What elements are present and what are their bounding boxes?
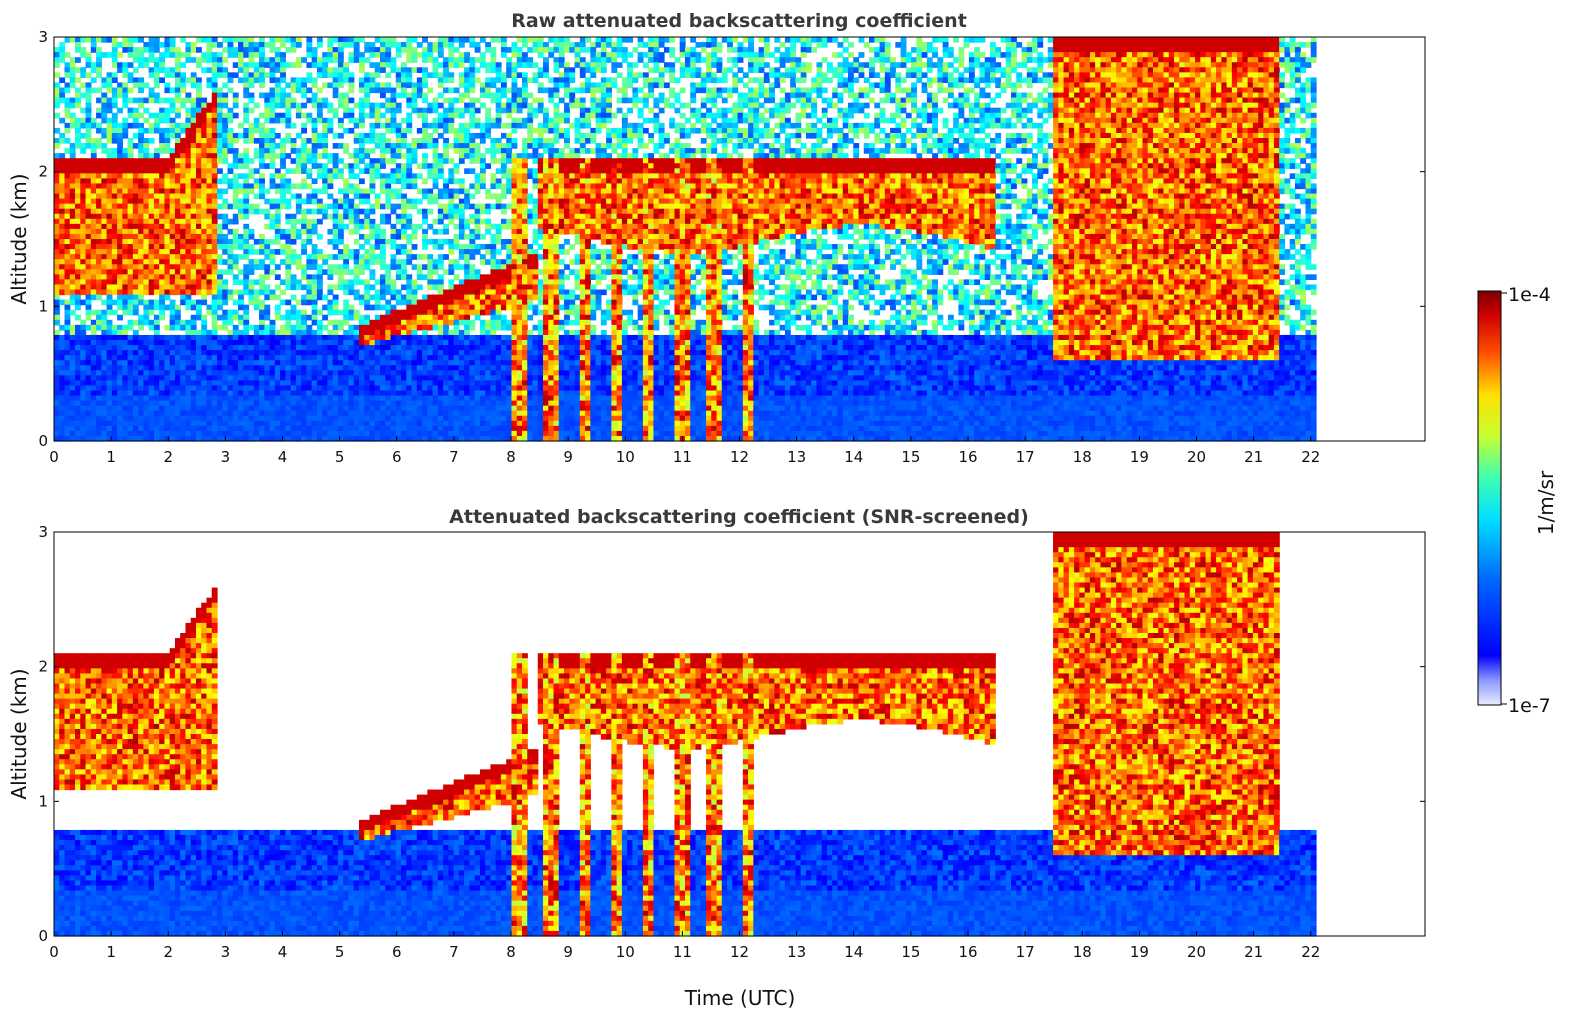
x-tick-label: 17 xyxy=(1016,448,1035,466)
x-tick-label: 9 xyxy=(563,448,573,466)
x-tick-label: 12 xyxy=(730,448,749,466)
x-tick-label: 13 xyxy=(787,448,806,466)
x-tick-label: 13 xyxy=(787,943,806,961)
x-tick-label: 10 xyxy=(616,448,635,466)
colorbar: 1e-4 1e-7 1/m/sr xyxy=(1478,284,1558,717)
x-tick-label: 5 xyxy=(335,943,345,961)
x-tick-label: 15 xyxy=(901,943,920,961)
panel2-y-axis-label: Altitude (km) xyxy=(7,668,31,799)
colorbar-max-label: 1e-4 xyxy=(1508,284,1551,306)
colorbar-gradient xyxy=(1478,291,1501,705)
x-tick-label: 1 xyxy=(106,943,116,961)
x-tick-label: 18 xyxy=(1073,943,1092,961)
x-tick-label: 0 xyxy=(49,943,59,961)
y-tick-label: 3 xyxy=(38,523,48,541)
x-tick-label: 4 xyxy=(278,448,288,466)
x-tick-label: 2 xyxy=(163,448,173,466)
x-tick-label: 20 xyxy=(1187,448,1206,466)
x-tick-label: 11 xyxy=(673,448,692,466)
x-tick-label: 8 xyxy=(506,943,516,961)
x-tick-label: 21 xyxy=(1244,943,1263,961)
x-tick-label: 20 xyxy=(1187,943,1206,961)
x-axis-label: Time (UTC) xyxy=(684,986,796,1010)
x-tick-label: 1 xyxy=(106,448,116,466)
x-tick-label: 3 xyxy=(221,448,231,466)
panel2-heatmap-image xyxy=(54,532,1317,937)
y-tick-label: 3 xyxy=(38,28,48,46)
x-tick-label: 5 xyxy=(335,448,345,466)
y-tick-label: 1 xyxy=(38,297,48,315)
x-tick-label: 3 xyxy=(221,943,231,961)
x-tick-label: 6 xyxy=(392,448,402,466)
x-tick-label: 4 xyxy=(278,943,288,961)
x-tick-label: 18 xyxy=(1073,448,1092,466)
y-tick-label: 0 xyxy=(38,927,48,945)
y-tick-label: 0 xyxy=(38,432,48,450)
x-tick-label: 14 xyxy=(844,943,863,961)
colorbar-min-label: 1e-7 xyxy=(1508,695,1551,717)
x-tick-label: 12 xyxy=(730,943,749,961)
x-tick-label: 2 xyxy=(163,943,173,961)
x-tick-label: 8 xyxy=(506,448,516,466)
panel1-heatmap-image xyxy=(54,37,1317,442)
x-tick-label: 15 xyxy=(901,448,920,466)
x-tick-label: 10 xyxy=(616,943,635,961)
x-tick-label: 6 xyxy=(392,943,402,961)
x-tick-label: 19 xyxy=(1130,448,1149,466)
panel1-y-axis-label: Altitude (km) xyxy=(7,173,31,304)
panel1-title: Raw attenuated backscattering coefficien… xyxy=(511,10,967,32)
raw-backscatter-panel: Raw attenuated backscattering coefficien… xyxy=(7,10,1425,466)
x-tick-label: 0 xyxy=(49,448,59,466)
x-tick-label: 21 xyxy=(1244,448,1263,466)
x-tick-label: 19 xyxy=(1130,943,1149,961)
y-tick-label: 2 xyxy=(38,658,48,676)
x-tick-label: 7 xyxy=(449,448,459,466)
colorbar-label: 1/m/sr xyxy=(1534,470,1558,535)
x-tick-label: 7 xyxy=(449,943,459,961)
x-tick-label: 16 xyxy=(958,943,977,961)
x-tick-label: 11 xyxy=(673,943,692,961)
panel2-title: Attenuated backscattering coefficient (S… xyxy=(449,506,1029,528)
figure: Raw attenuated backscattering coefficien… xyxy=(0,0,1595,1020)
x-tick-label: 14 xyxy=(844,448,863,466)
y-tick-label: 1 xyxy=(38,792,48,810)
x-tick-label: 22 xyxy=(1301,943,1320,961)
screened-backscatter-panel: Attenuated backscattering coefficient (S… xyxy=(7,506,1425,1010)
x-tick-label: 16 xyxy=(958,448,977,466)
y-tick-label: 2 xyxy=(38,163,48,181)
x-tick-label: 9 xyxy=(563,943,573,961)
x-tick-label: 17 xyxy=(1016,943,1035,961)
x-tick-label: 22 xyxy=(1301,448,1320,466)
